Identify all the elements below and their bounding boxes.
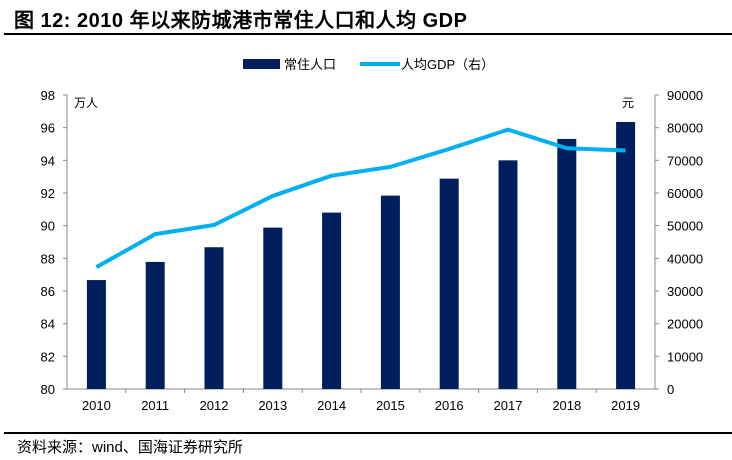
left-tick-label: 90 — [41, 219, 55, 234]
left-tick-label: 86 — [41, 284, 55, 299]
right-axis-unit: 元 — [622, 96, 634, 110]
left-tick-label: 88 — [41, 251, 55, 266]
left-tick-label: 98 — [41, 88, 55, 103]
legend: 常住人口 人均GDP（右） — [243, 57, 494, 72]
right-tick-label: 80000 — [667, 121, 703, 136]
right-tick-label: 30000 — [667, 284, 703, 299]
bar-population-2019 — [616, 121, 636, 389]
left-axis-unit: 万人 — [74, 96, 98, 110]
x-tick-label: 2019 — [611, 398, 640, 413]
right-tick-label: 50000 — [667, 219, 703, 234]
x-tick-label: 2012 — [200, 398, 229, 413]
x-tick-label: 2010 — [82, 398, 111, 413]
source-note: 资料来源：wind、国海证券研究所 — [17, 439, 243, 456]
bar-population-2014 — [322, 212, 342, 389]
left-tick-label: 92 — [41, 186, 55, 201]
right-tick-label: 90000 — [667, 88, 703, 103]
left-tick-label: 94 — [41, 153, 55, 168]
right-tick-label: 0 — [667, 382, 674, 397]
x-tick-label: 2018 — [552, 398, 581, 413]
left-tick-label: 84 — [41, 317, 55, 332]
right-tick-label: 60000 — [667, 186, 703, 201]
right-tick-label: 70000 — [667, 153, 703, 168]
legend-swatch-population — [243, 59, 280, 69]
left-tick-label: 82 — [41, 349, 55, 364]
x-tick-label: 2016 — [435, 398, 464, 413]
left-tick-label: 96 — [41, 121, 55, 136]
x-tick-label: 2011 — [141, 398, 169, 413]
x-tick-label: 2014 — [317, 398, 346, 413]
title-divider — [4, 33, 732, 35]
x-tick-label: 2013 — [258, 398, 287, 413]
right-tick-label: 40000 — [667, 251, 703, 266]
bar-population-2012 — [204, 247, 224, 389]
bar-population-2015 — [380, 195, 400, 389]
line-gdp-per-capita — [95, 127, 626, 269]
legend-label-population: 常住人口 — [284, 57, 336, 72]
bar-population-2013 — [263, 227, 283, 389]
figure-title: 图 12: 2010 年以来防城港市常住人口和人均 GDP — [14, 10, 468, 32]
x-tick-label: 2017 — [494, 398, 523, 413]
bar-population-2018 — [557, 138, 577, 389]
legend-label-gdp: 人均GDP（右） — [401, 57, 494, 72]
right-tick-label: 20000 — [667, 317, 703, 332]
bar-population-2011 — [145, 261, 165, 389]
bar-population-2016 — [439, 178, 459, 389]
source-divider — [4, 432, 732, 434]
x-tick-label: 2015 — [376, 398, 405, 413]
bar-population-2010 — [86, 280, 106, 389]
left-tick-label: 80 — [41, 382, 55, 397]
right-tick-label: 10000 — [667, 349, 703, 364]
bar-population-2017 — [498, 160, 518, 389]
